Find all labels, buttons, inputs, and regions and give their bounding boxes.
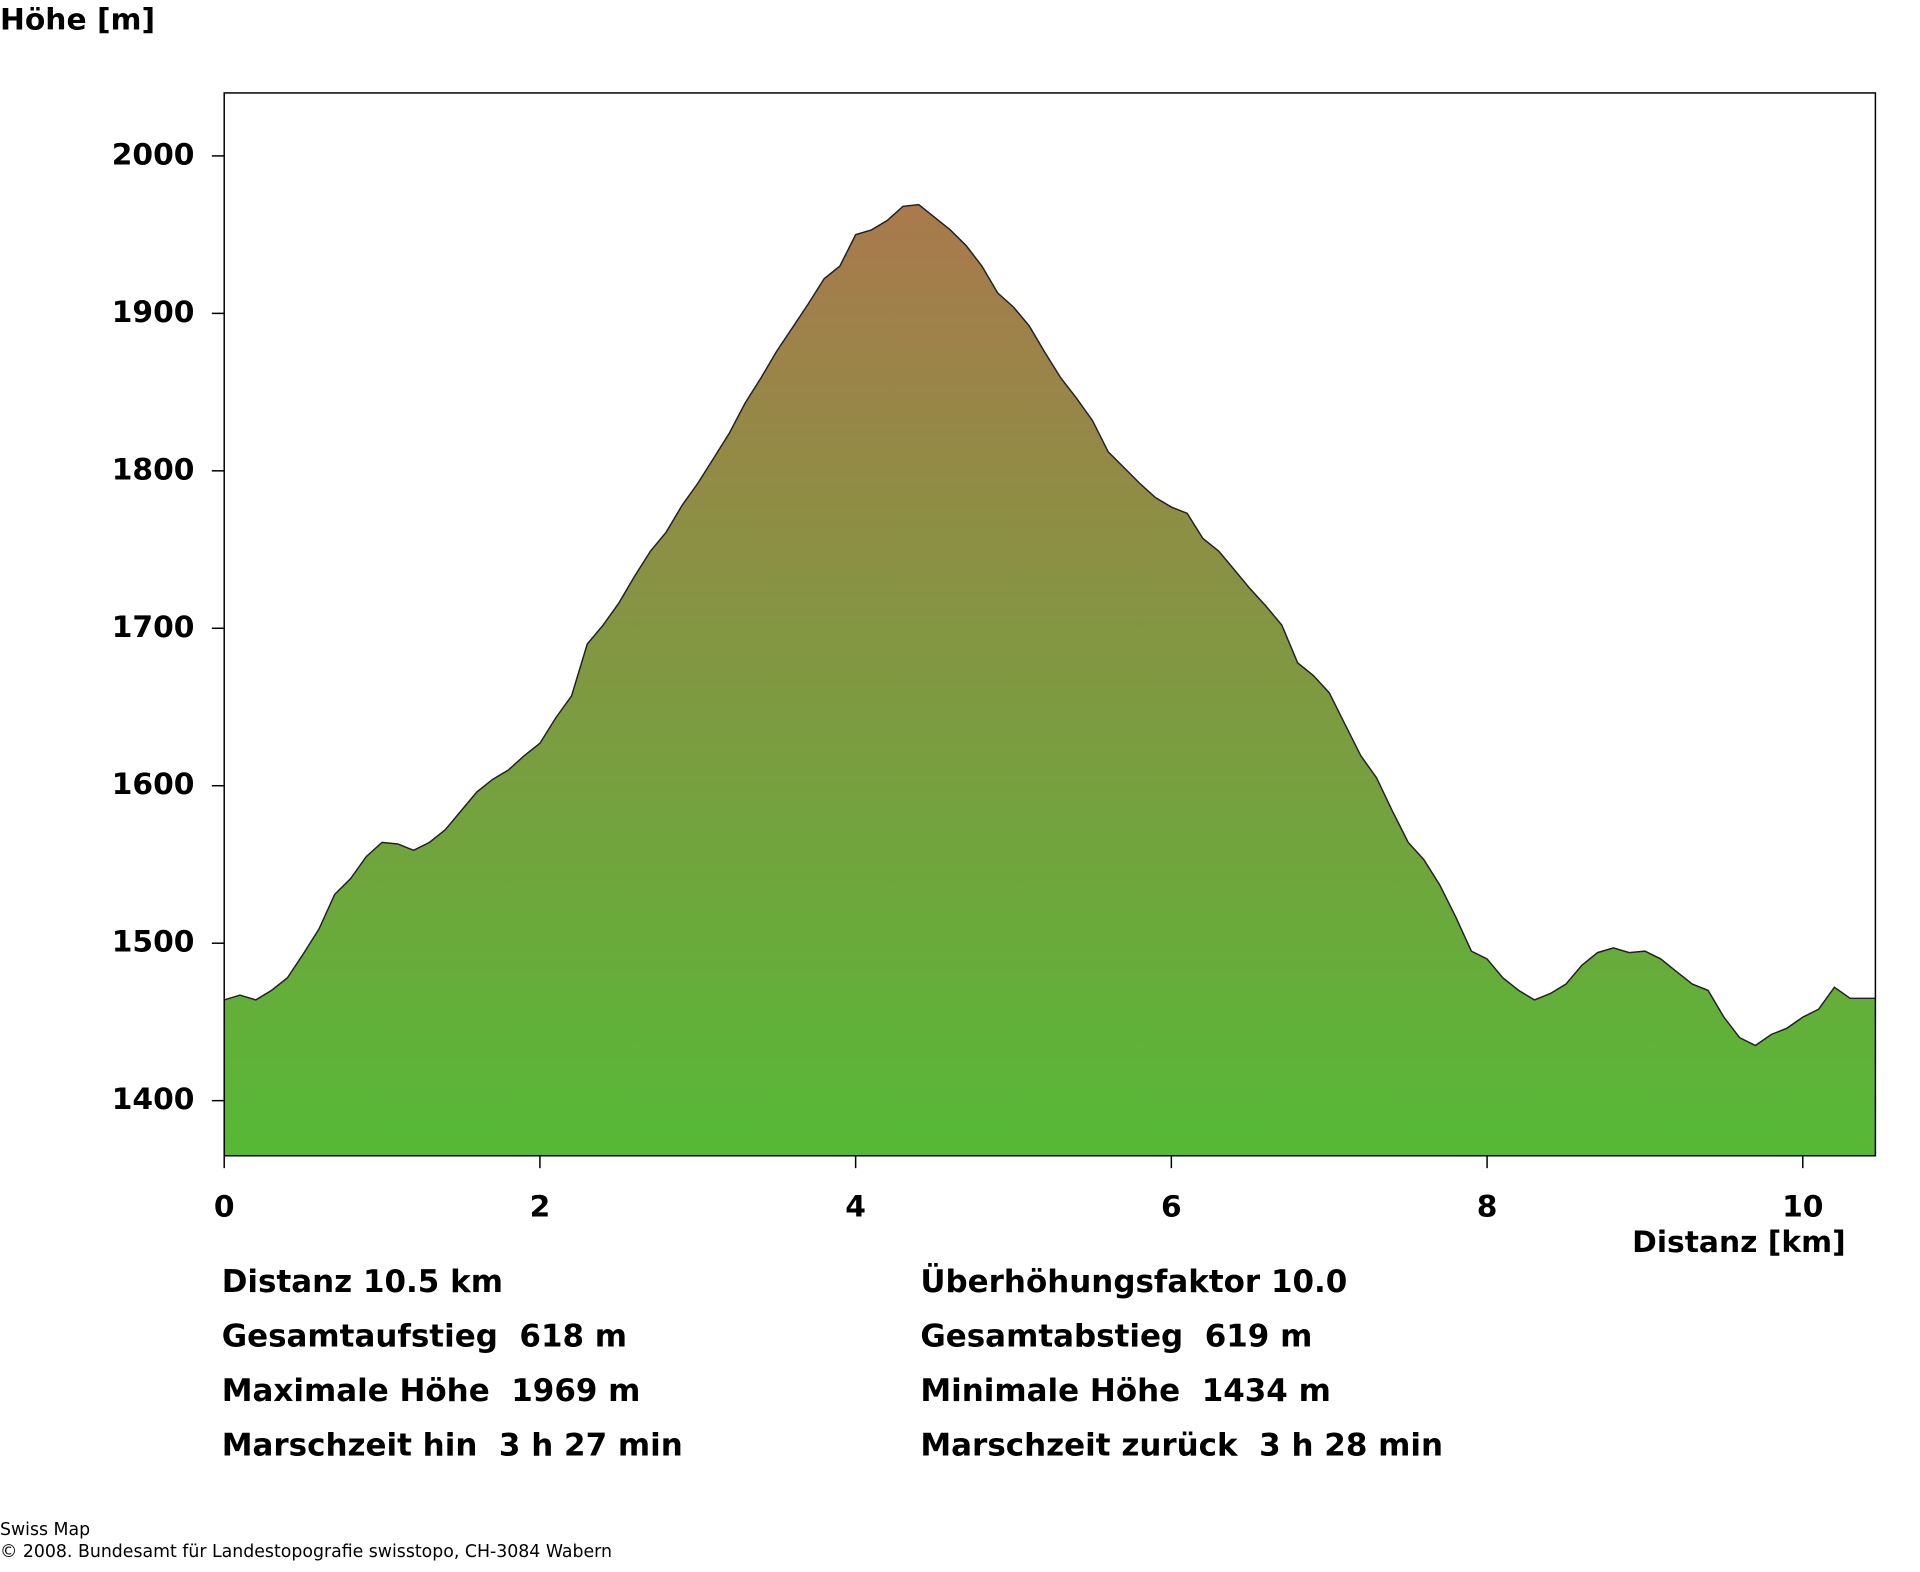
x-tick-label: 6 (1161, 1189, 1182, 1224)
y-tick-label: 2000 (112, 137, 195, 172)
stat-text: Distanz 10.5 km (222, 1264, 503, 1300)
x-tick-label: 8 (1477, 1189, 1498, 1224)
y-tick-label: 1900 (112, 295, 195, 330)
x-tick-label: 2 (530, 1189, 551, 1224)
stat-text: Überhöhungsfaktor 10.0 (920, 1263, 1347, 1300)
x-axis-label: Distanz [km] (1632, 1225, 1846, 1260)
stat-text: Maximale Höhe 1969 m (222, 1373, 641, 1409)
elevation-area (224, 204, 1876, 1156)
footer-text: Swiss Map (0, 1520, 90, 1540)
x-tick-label: 10 (1782, 1189, 1823, 1224)
y-tick-label: 1500 (112, 925, 195, 960)
y-tick-label: 1400 (112, 1082, 195, 1117)
stat-text: Marschzeit zurück 3 h 28 min (920, 1427, 1443, 1463)
stat-text: Gesamtabstieg 619 m (920, 1318, 1312, 1354)
x-tick-label: 0 (214, 1189, 235, 1224)
stat-text: Marschzeit hin 3 h 27 min (222, 1427, 683, 1463)
x-tick-label: 4 (845, 1189, 866, 1224)
y-axis-label: Höhe [m] (0, 3, 155, 38)
y-tick-label: 1600 (112, 767, 195, 802)
stat-text: Gesamtaufstieg 618 m (222, 1318, 627, 1354)
plot-frame (223, 92, 1877, 1157)
y-tick-label: 1800 (112, 452, 195, 487)
stat-text: Minimale Höhe 1434 m (920, 1373, 1331, 1409)
y-tick-label: 1700 (112, 610, 195, 645)
elevation-outline (223, 203, 1876, 1047)
footer-text: © 2008. Bundesamt für Landestopografie s… (0, 1542, 612, 1562)
